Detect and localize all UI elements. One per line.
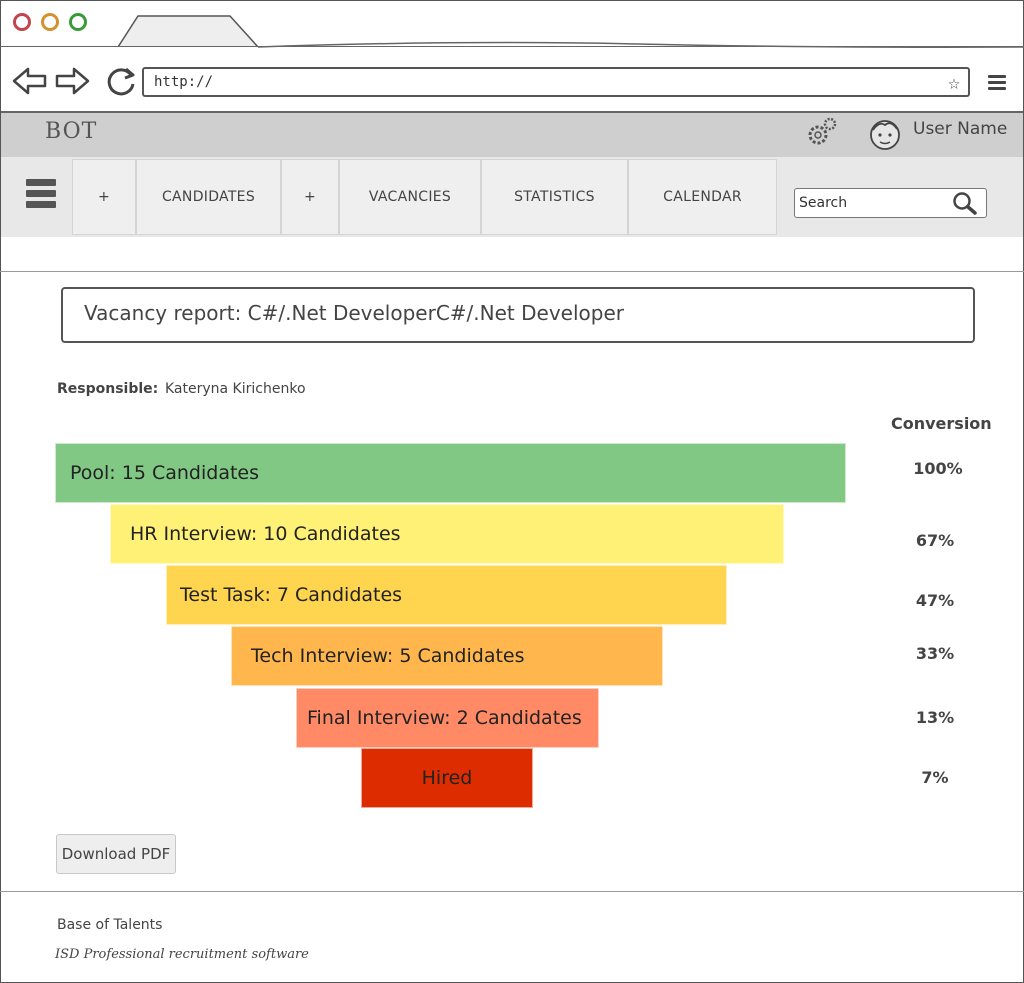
app-header: BOT User Name (1, 111, 1023, 157)
user-name[interactable]: User Name (913, 119, 1008, 139)
conversion-value: 100% (913, 459, 963, 478)
responsible-value: Kateryna Kirichenko (165, 381, 306, 397)
download-pdf-button[interactable]: Download PDF (56, 834, 176, 874)
search-icon[interactable] (952, 191, 978, 215)
gears-icon[interactable] (805, 117, 839, 149)
conversion-value: 47% (915, 591, 955, 610)
footer-divider (0, 891, 1024, 892)
add-candidate-button[interactable]: + (72, 159, 136, 235)
main-toolbar: + CANDIDATES + VACANCIES STATISTICS CALE… (1, 157, 1023, 237)
funnel-stage-test-task: Test Task: 7 Candidates (166, 565, 727, 625)
brand-logo[interactable]: BOT (45, 119, 98, 144)
user-face-icon[interactable] (867, 117, 903, 151)
funnel-stage-hr-interview: HR Interview: 10 Candidates (110, 504, 784, 564)
maximize-window-dot[interactable] (69, 13, 87, 31)
tab-candidates[interactable]: CANDIDATES (136, 159, 281, 235)
tab-statistics[interactable]: STATISTICS (481, 159, 628, 235)
content-divider (0, 271, 1024, 272)
responsible-label: Responsible: (57, 381, 159, 397)
forward-arrow-icon[interactable] (54, 66, 90, 96)
conversion-value: 33% (915, 644, 955, 663)
footer-brand: Base of Talents (57, 917, 163, 933)
funnel-stage-final-interview: Final Interview: 2 Candidates (296, 688, 599, 748)
report-title: Vacancy report: C#/.Net DeveloperC#/.Net… (61, 287, 975, 343)
footer-tagline: ISD Professional recruitment software (55, 947, 309, 962)
back-arrow-icon[interactable] (12, 66, 48, 96)
tab-vacancies[interactable]: VACANCIES (339, 159, 481, 235)
browser-tab[interactable] (118, 15, 258, 47)
tab-strip-line (258, 41, 1024, 48)
search-input[interactable]: Search (794, 188, 987, 218)
conversion-value: 67% (915, 531, 955, 550)
address-bar[interactable]: http:// ☆ (142, 67, 970, 97)
minimize-window-dot[interactable] (41, 13, 59, 31)
url-text: http:// (154, 74, 214, 90)
conversion-value: 7% (921, 768, 949, 787)
add-vacancy-button[interactable]: + (281, 159, 339, 235)
conversion-header: Conversion (891, 414, 992, 433)
close-window-dot[interactable] (13, 13, 31, 31)
star-icon[interactable]: ☆ (947, 70, 960, 94)
chrome-divider (0, 46, 1024, 47)
hamburger-icon[interactable] (988, 75, 1006, 93)
funnel-stage-tech-interview: Tech Interview: 5 Candidates (231, 626, 663, 686)
conversion-value: 13% (915, 708, 955, 727)
search-placeholder: Search (799, 195, 848, 211)
funnel-stage-hired: Hired (361, 748, 533, 808)
sidebar-toggle-icon[interactable] (26, 179, 56, 212)
funnel-stage-pool: Pool: 15 Candidates (55, 443, 846, 503)
reload-icon[interactable] (104, 65, 138, 99)
tab-calendar[interactable]: CALENDAR (628, 159, 777, 235)
